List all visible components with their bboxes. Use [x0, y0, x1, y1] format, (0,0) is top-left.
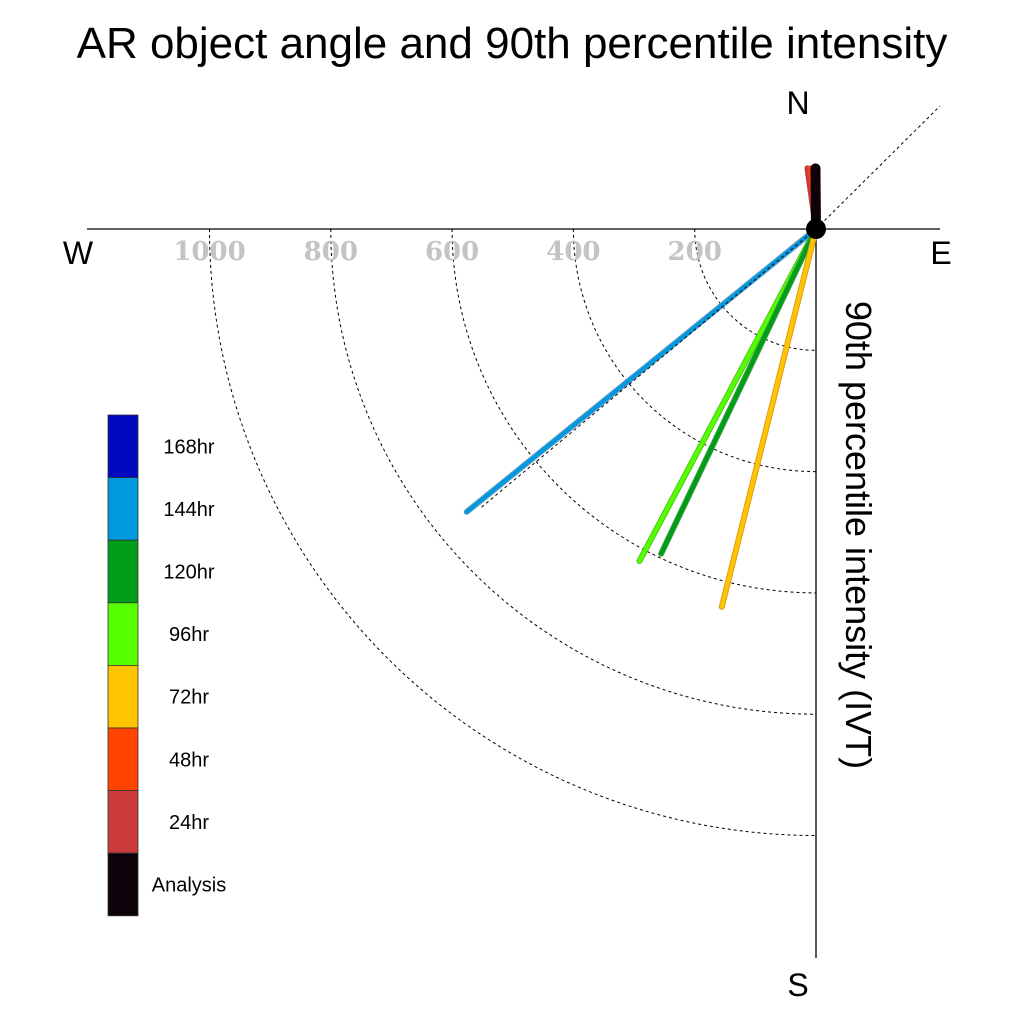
legend-swatch [107, 414, 139, 478]
y-axis-label: 90th percentile intensity (IVT) [838, 301, 879, 769]
radial-tick-label: 1000 [173, 237, 245, 267]
series-vector-analysis [810, 163, 821, 234]
legend: 168hr 144hr 120hr 96hr 72hr 48hr 24hr Analysis [107, 414, 226, 917]
grid-arc [572, 228, 817, 473]
compass-east-label: E [930, 235, 951, 271]
grid [209, 228, 817, 836]
legend-label: 168hr [163, 436, 214, 458]
legend-swatch [107, 790, 139, 854]
grid-arc [451, 228, 817, 594]
chart-title: AR object angle and 90th percentile inte… [77, 19, 948, 68]
legend-swatch [107, 852, 139, 917]
legend-swatch [107, 727, 139, 791]
series-vector-120hr [658, 226, 819, 557]
diagonal-guide [815, 105, 941, 230]
legend-label: 144hr [163, 499, 214, 521]
legend-label: 72hr [169, 687, 209, 709]
reference-dashed-line [480, 228, 817, 509]
grid-arc [209, 228, 817, 836]
legend-label: 120hr [163, 562, 214, 584]
series-vectors [463, 163, 821, 610]
legend-label: Analysis [152, 875, 226, 897]
compass-west-label: W [63, 235, 94, 271]
compass-south-label: S [787, 967, 808, 1003]
radial-tick-label: 800 [304, 237, 358, 267]
radial-tick-labels: 200 400 600 800 1000 [173, 237, 722, 267]
series-vector-line [464, 227, 818, 514]
radial-tick-label: 200 [668, 237, 722, 267]
series-vector-line [659, 227, 818, 556]
radial-tick-label: 600 [425, 237, 479, 267]
legend-label: 24hr [169, 812, 209, 834]
legend-label: 96hr [169, 624, 209, 646]
legend-swatch [107, 602, 139, 666]
series-vector-72hr [718, 226, 819, 610]
legend-swatch [107, 539, 139, 604]
series-vector-line [811, 164, 820, 233]
series-vector-line [719, 227, 818, 609]
grid-arc [694, 228, 817, 351]
legend-swatch [107, 477, 139, 541]
grid-arc [330, 228, 817, 715]
radial-tick-label: 400 [546, 237, 600, 267]
legend-label: 48hr [169, 749, 209, 771]
legend-swatch [107, 665, 139, 729]
series-vector-144hr [463, 226, 819, 515]
origin-marker [806, 219, 826, 239]
compass-north-label: N [786, 85, 809, 121]
